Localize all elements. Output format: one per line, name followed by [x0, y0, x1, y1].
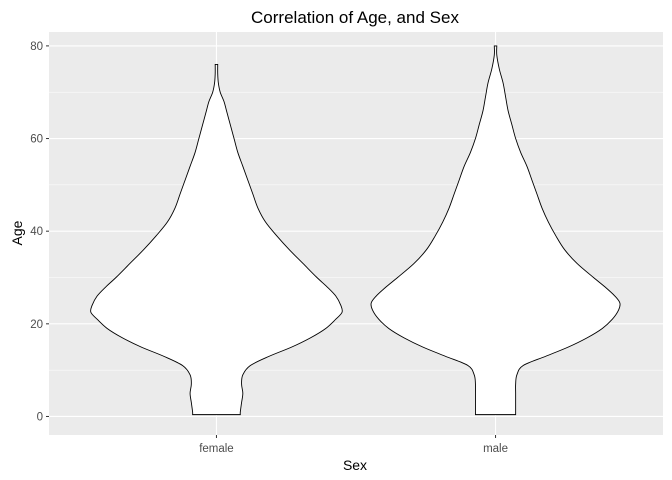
y-tick-label: 20	[30, 319, 43, 331]
y-tick-label: 0	[37, 411, 43, 423]
x-tick-label-male: male	[483, 443, 508, 455]
x-axis-title: Sex	[343, 457, 367, 473]
y-tick-label: 80	[30, 41, 43, 53]
y-axis-title: Age	[9, 220, 25, 245]
x-axis: female male	[199, 435, 508, 455]
y-tick-label: 60	[30, 134, 43, 146]
y-axis: 0 20 40 60 80	[30, 41, 49, 423]
y-tick-label: 40	[30, 226, 43, 238]
violin-male	[370, 45, 621, 416]
plot-panel	[49, 32, 663, 435]
violins	[90, 45, 621, 416]
chart-title: Correlation of Age, and Sex	[251, 8, 459, 27]
x-tick-label-female: female	[199, 443, 234, 455]
violin-female	[90, 63, 343, 416]
